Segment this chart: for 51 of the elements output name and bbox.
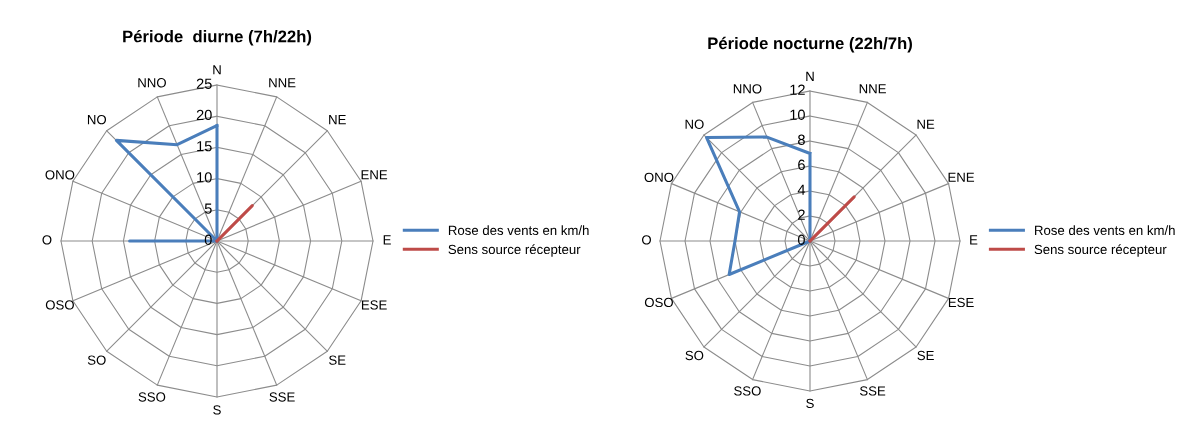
y-tick-label: 6 bbox=[798, 159, 805, 170]
spoke-label: O bbox=[42, 235, 52, 245]
y-tick-label: 2 bbox=[798, 209, 805, 220]
spoke-label: OSO bbox=[644, 297, 673, 308]
spoke-label: NO bbox=[87, 114, 107, 125]
y-tick-label: 0 bbox=[204, 234, 212, 245]
spoke-label: SE bbox=[329, 355, 346, 365]
spoke-label: NNO bbox=[138, 78, 166, 88]
spoke-label: NNE bbox=[269, 78, 296, 88]
legend-label: Rose des vents en km/h bbox=[1035, 225, 1175, 236]
y-tick-label: 20 bbox=[196, 109, 212, 121]
y-tick-label: 8 bbox=[798, 134, 805, 145]
spoke-label: SE bbox=[917, 350, 934, 361]
spoke-label: S bbox=[806, 398, 814, 409]
spoke-label: NNE bbox=[859, 84, 886, 94]
legend-label: Sens source récepteur bbox=[1034, 244, 1167, 257]
spoke-label: N bbox=[806, 71, 814, 81]
spoke-label: NO bbox=[685, 119, 704, 129]
y-tick-label: 4 bbox=[797, 184, 806, 195]
spoke-label: N bbox=[213, 65, 221, 75]
y-tick-label: 10 bbox=[790, 109, 805, 120]
spoke-label: ONO bbox=[644, 172, 674, 182]
spoke-label: SSO bbox=[734, 386, 761, 396]
spoke-label: SSO bbox=[138, 392, 166, 402]
chart-title: Période nocturne (22h/7h) bbox=[708, 36, 912, 53]
legend-label: Rose des vents en km/h bbox=[448, 225, 589, 236]
y-tick-label: 10 bbox=[197, 172, 212, 183]
spoke-label: O bbox=[641, 235, 651, 245]
spoke-label: NE bbox=[917, 119, 935, 129]
spoke-label: OSO bbox=[45, 300, 74, 310]
spoke-label: SSE bbox=[859, 386, 886, 396]
spoke-label: ONO bbox=[45, 170, 75, 180]
y-tick-label: 25 bbox=[196, 78, 212, 89]
spoke-label: ENE bbox=[361, 170, 388, 180]
spoke-label: ENE bbox=[948, 172, 975, 182]
spoke-label: SO bbox=[87, 355, 106, 365]
spoke-label: SSE bbox=[269, 392, 295, 402]
spoke-label: ESE bbox=[361, 300, 387, 310]
y-tick-label: 12 bbox=[790, 84, 805, 95]
y-tick-label: 5 bbox=[204, 203, 212, 214]
spoke-label: E bbox=[383, 235, 391, 245]
spoke-label: ESE bbox=[948, 297, 974, 308]
spoke-label: E bbox=[970, 235, 978, 245]
spoke-label: S bbox=[213, 405, 221, 415]
spoke-label: SO bbox=[685, 350, 704, 361]
spoke-label: NE bbox=[329, 115, 346, 125]
spoke-label: NNO bbox=[733, 84, 762, 94]
chart-title: Période diurne (7h/22h) bbox=[123, 29, 312, 46]
y-tick-label: 0 bbox=[797, 234, 805, 245]
y-tick-label: 15 bbox=[197, 141, 212, 152]
legend-label: Sens source récepteur bbox=[448, 244, 581, 257]
